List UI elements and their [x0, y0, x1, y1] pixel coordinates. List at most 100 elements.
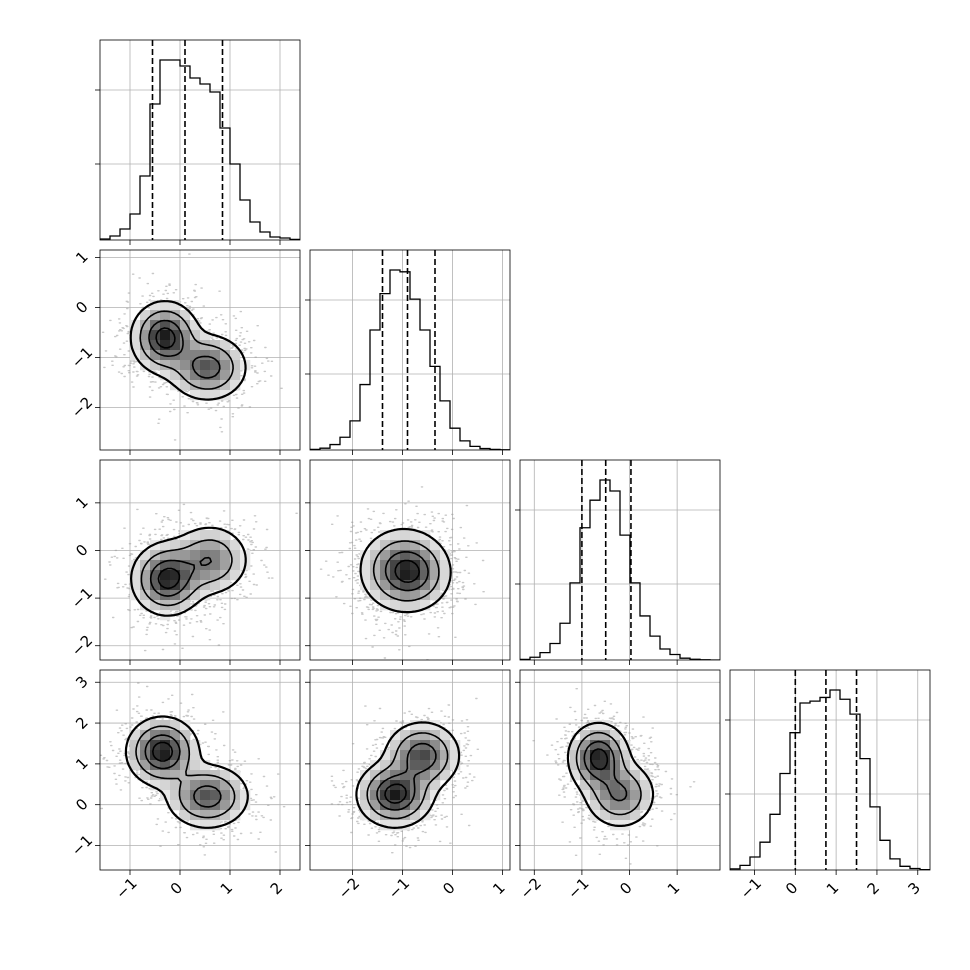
contour-1: [140, 539, 233, 607]
density-cell: [390, 580, 401, 591]
density-cell: [160, 310, 171, 321]
scatter-panel-1-0: [95, 249, 301, 455]
density-cell: [230, 350, 241, 361]
density-cell: [610, 780, 621, 791]
density-cell: [590, 750, 601, 761]
y-tick-label: −2: [68, 632, 96, 660]
density-cell: [150, 760, 161, 771]
density-cell: [430, 560, 441, 571]
x-tick-label: −1: [112, 874, 140, 902]
density-cell: [180, 340, 191, 351]
density-cell: [390, 560, 401, 571]
density-cell: [570, 760, 581, 771]
density-cell: [390, 590, 401, 601]
hist-panel-0: [95, 39, 301, 245]
contour-1: [366, 732, 449, 820]
density-cell: [440, 560, 451, 571]
density-cell: [200, 370, 211, 381]
panel-frame: [309, 249, 511, 451]
density-cell: [190, 530, 201, 541]
density-cell: [430, 570, 441, 581]
density-cell: [210, 550, 221, 561]
density-cell: [130, 750, 141, 761]
density-cell: [370, 810, 381, 821]
density-cell: [630, 790, 641, 801]
density-cell: [170, 730, 181, 741]
density-cell: [410, 530, 421, 541]
density-cell: [400, 600, 411, 611]
density-cell: [160, 330, 171, 341]
density-cell: [190, 390, 201, 401]
density-cell: [140, 730, 151, 741]
density-cell: [600, 800, 611, 811]
panel-frame: [99, 459, 301, 661]
density-cell: [390, 810, 401, 821]
density-cell: [230, 360, 241, 371]
contour-1: [135, 725, 236, 819]
density-cell: [380, 760, 391, 771]
density-cell: [230, 570, 241, 581]
density-cell: [160, 340, 171, 351]
density-cell: [180, 770, 191, 781]
density-cell: [610, 770, 621, 781]
density-cell: [210, 530, 221, 541]
density-cell: [150, 750, 161, 761]
density-cell: [620, 790, 631, 801]
density-cell: [360, 560, 371, 571]
density-cell: [160, 740, 171, 751]
density-cell: [600, 780, 611, 791]
density-cell: [190, 550, 201, 561]
histogram-1: [310, 269, 510, 450]
density-cell: [190, 580, 201, 591]
scatter-panel-3-1: [305, 669, 511, 875]
y-tick-label: 0: [72, 795, 91, 814]
density-cell: [190, 750, 201, 761]
contour-1: [575, 731, 642, 816]
density-cell: [420, 570, 431, 581]
density-cell: [570, 750, 581, 761]
density-cell: [200, 590, 211, 601]
density-cell: [210, 390, 221, 401]
density-cell: [380, 580, 391, 591]
density-cell: [180, 750, 191, 761]
density-cell: [170, 540, 181, 551]
density-cell: [370, 780, 381, 791]
density-cell: [630, 810, 641, 821]
density-cell: [610, 760, 621, 771]
density-cell: [610, 730, 621, 741]
density-cell: [410, 600, 421, 611]
density-cell: [140, 550, 151, 561]
density-cell: [150, 580, 161, 591]
density-cell: [360, 570, 371, 581]
density-cell: [400, 560, 411, 571]
panel-frame: [519, 669, 721, 871]
density-cell: [220, 560, 231, 571]
density-cell: [180, 360, 191, 371]
scatter-panel-3-2: [515, 669, 721, 875]
x-tick-label: −1: [385, 874, 413, 902]
density-cell: [190, 590, 201, 601]
density-cell: [410, 750, 421, 761]
density-cell: [130, 570, 141, 581]
density-cell: [190, 350, 201, 361]
density-cell: [210, 780, 221, 791]
density-cell: [600, 720, 611, 731]
density-cell: [160, 570, 171, 581]
contour-3: [589, 748, 609, 771]
density-cell: [380, 800, 391, 811]
density-cell: [190, 570, 201, 581]
density-cell: [180, 730, 191, 741]
density-cell: [160, 540, 171, 551]
density-cell: [410, 760, 421, 771]
density-cell: [400, 590, 411, 601]
density-cell: [160, 760, 171, 771]
panel-frame: [519, 459, 721, 661]
density-cell: [420, 560, 431, 571]
density-cell: [180, 330, 191, 341]
x-tick-label: −2: [517, 874, 545, 902]
density-cell: [200, 390, 211, 401]
density-cell: [610, 740, 621, 751]
density-cell: [150, 350, 161, 361]
density-cell: [220, 350, 231, 361]
x-tick-label: 1: [664, 879, 683, 898]
